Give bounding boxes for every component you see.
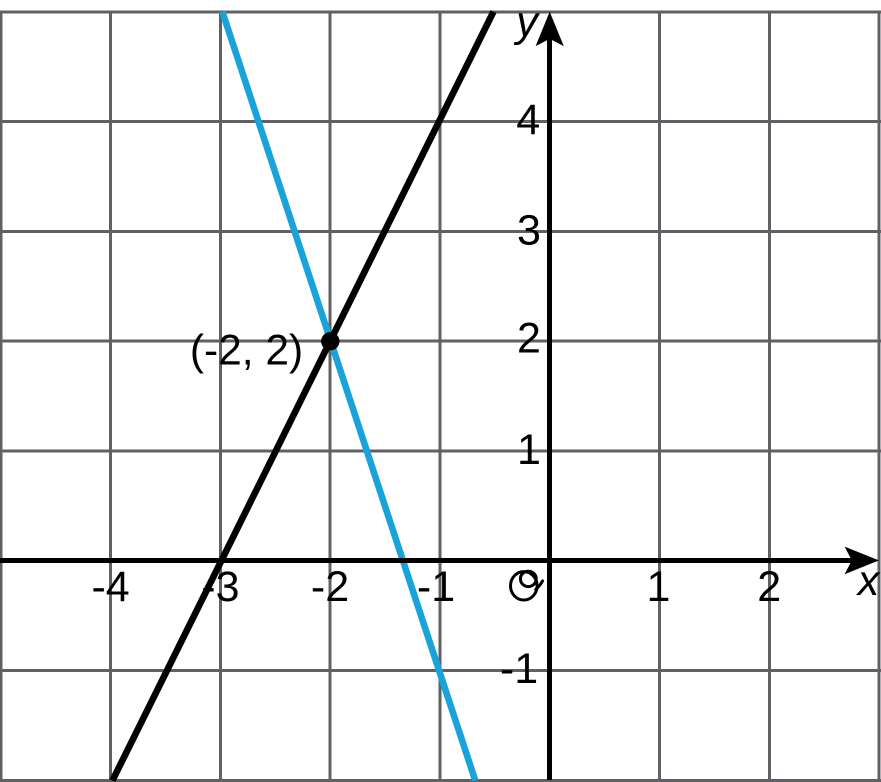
svg-text:y: y (513, 0, 540, 46)
svg-text:-1: -1 (500, 645, 538, 693)
svg-text:(-2, 2): (-2, 2) (190, 328, 303, 375)
svg-text:-2: -2 (311, 563, 349, 611)
svg-text:1: 1 (647, 563, 671, 611)
svg-text:1: 1 (517, 426, 541, 474)
svg-text:-4: -4 (91, 563, 129, 611)
svg-text:3: 3 (517, 207, 541, 255)
svg-text:-1: -1 (417, 563, 455, 611)
svg-text:2: 2 (517, 315, 541, 363)
svg-text:2: 2 (757, 563, 781, 611)
svg-text:4: 4 (516, 96, 540, 144)
